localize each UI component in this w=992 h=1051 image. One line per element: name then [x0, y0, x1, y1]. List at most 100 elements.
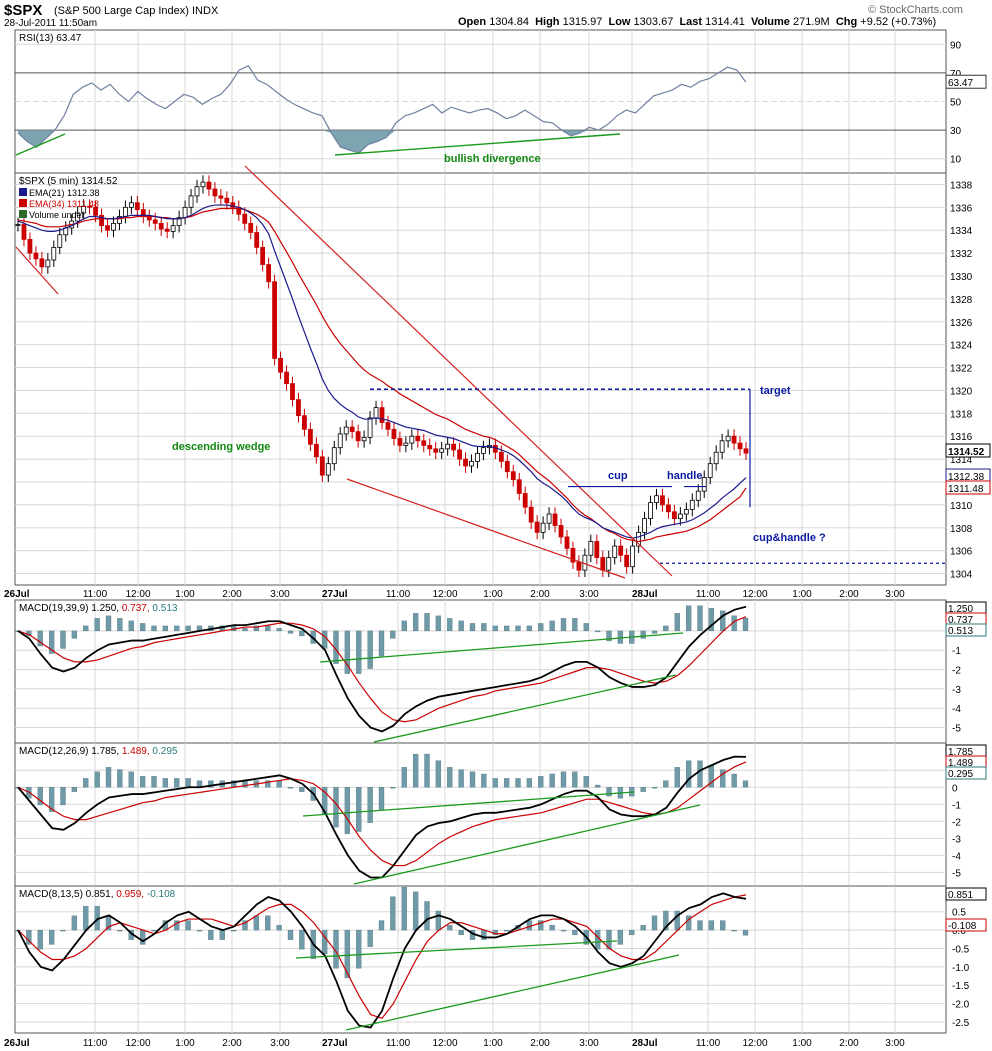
price-legend-entry: EMA(21) 1312.38 [29, 188, 100, 198]
macd-histogram-bar [48, 929, 55, 945]
chg-value: +9.52 (+0.73%) [860, 16, 937, 28]
candle-body [510, 471, 516, 481]
macd-histogram-bar [651, 787, 658, 789]
candle-body [630, 545, 636, 568]
macd-histogram-bar [435, 760, 442, 788]
macd-histogram-bar [651, 630, 658, 634]
candle-body [666, 504, 671, 513]
candle-body [403, 442, 409, 446]
candle-body [475, 452, 480, 462]
macd-histogram-bar [162, 625, 169, 632]
macd-histogram-bar [276, 628, 282, 632]
macd-y-tick: -0.5 [952, 944, 970, 955]
candle-body [182, 206, 188, 219]
x-axis-label: 1:00 [483, 589, 503, 600]
candle-body [677, 513, 683, 520]
macd-histogram-bar [458, 620, 464, 632]
price-y-tick: 1308 [950, 524, 973, 535]
macd-histogram-bar [185, 920, 191, 931]
macd-value-label: 1.785 [948, 747, 973, 758]
macd-histogram-bar [606, 787, 612, 797]
candle-body [296, 399, 301, 417]
macd-histogram-bar [139, 623, 146, 632]
volume-value: 271.9M [793, 16, 830, 28]
candle-body [272, 281, 277, 359]
bullish-divergence-label: bullish divergence [444, 153, 541, 165]
candle-body [707, 463, 713, 478]
candle-body [701, 477, 707, 492]
macd-value-box [945, 918, 987, 932]
candle-body [158, 222, 164, 230]
macd2-lower-trendline [353, 804, 701, 885]
x-axis-label: 3:00 [579, 589, 599, 600]
candle-body [433, 448, 439, 453]
candle-body [624, 554, 630, 568]
x-axis-label: 11:00 [696, 589, 721, 600]
candle-body [498, 451, 504, 462]
macd-histogram-bar [390, 896, 396, 931]
x-axis-label: 2:00 [530, 589, 550, 600]
x-axis-label: 12:00 [125, 589, 150, 600]
macd-histogram-bar [174, 778, 180, 788]
macd-histogram-bar [299, 787, 305, 792]
x-axis-label: 27Jul [322, 1038, 348, 1049]
x-axis-label: 2:00 [222, 589, 242, 600]
macd-histogram-bar [356, 929, 362, 969]
x-axis-label: 12:00 [432, 589, 457, 600]
macd3-upper-trendline [295, 940, 618, 959]
price-y-tick: 1306 [950, 547, 973, 558]
wedge-lower-line [346, 478, 626, 579]
macd1-lower-trendline [373, 674, 677, 743]
candle-body [99, 214, 104, 227]
candle-body [302, 415, 307, 430]
candle-body [713, 451, 719, 465]
macd-histogram-bar [572, 771, 578, 788]
macd-histogram-bar [742, 929, 749, 936]
handle-label: handle [667, 470, 702, 482]
macd1-upper-trendline [319, 632, 684, 663]
candle-body [391, 428, 397, 439]
macd-histogram-bar [458, 769, 464, 788]
candle-body [260, 246, 266, 265]
price-y-tick: 1326 [950, 318, 973, 329]
macd-histogram-bar [697, 760, 703, 788]
macd-histogram-bar [37, 929, 43, 950]
macd-y-tick: -1.5 [952, 981, 970, 992]
rsi-value-box [945, 74, 987, 89]
macd-histogram-bar [424, 901, 430, 931]
macd-histogram-bar [492, 625, 498, 632]
macd-histogram-bar [447, 767, 453, 788]
macd-histogram-bar [606, 929, 612, 950]
candle-body [75, 212, 81, 222]
open-value: 1304.84 [489, 16, 529, 28]
macd-histogram-bar [117, 769, 123, 788]
rsi-trendline [15, 133, 66, 156]
macd-histogram-bar [253, 625, 260, 632]
macd-y-tick: -3 [952, 685, 961, 696]
macd-histogram-bar [60, 630, 66, 649]
price-y-tick: 1324 [950, 341, 973, 352]
candle-body [481, 447, 486, 454]
macd-histogram-bar [685, 605, 692, 632]
macd-histogram-bar [333, 787, 339, 828]
macd-histogram-bar [742, 780, 749, 788]
candle-body [57, 234, 63, 248]
macd-histogram-bar [299, 929, 305, 950]
low-value: 1303.67 [633, 16, 674, 28]
rsi-divergence-trendline [334, 133, 621, 156]
candle-body [123, 206, 128, 217]
macd-histogram-bar [526, 625, 533, 632]
price-y-tick: 1318 [950, 409, 973, 420]
x-axis-label: 3:00 [270, 589, 290, 600]
macd-histogram-bar [139, 776, 146, 788]
x-axis-label: 1:00 [175, 589, 195, 600]
macd-histogram-bar [594, 784, 601, 788]
macd-histogram-bar [287, 630, 294, 634]
macd-histogram-bar [538, 776, 544, 788]
macd-histogram-bar [515, 778, 521, 788]
macd-histogram-bar [105, 767, 112, 788]
macd-histogram-bar [48, 630, 55, 654]
macd-histogram-bar [515, 625, 521, 632]
legend-swatch [19, 188, 27, 196]
macd-value-label: -0.108 [948, 921, 977, 932]
